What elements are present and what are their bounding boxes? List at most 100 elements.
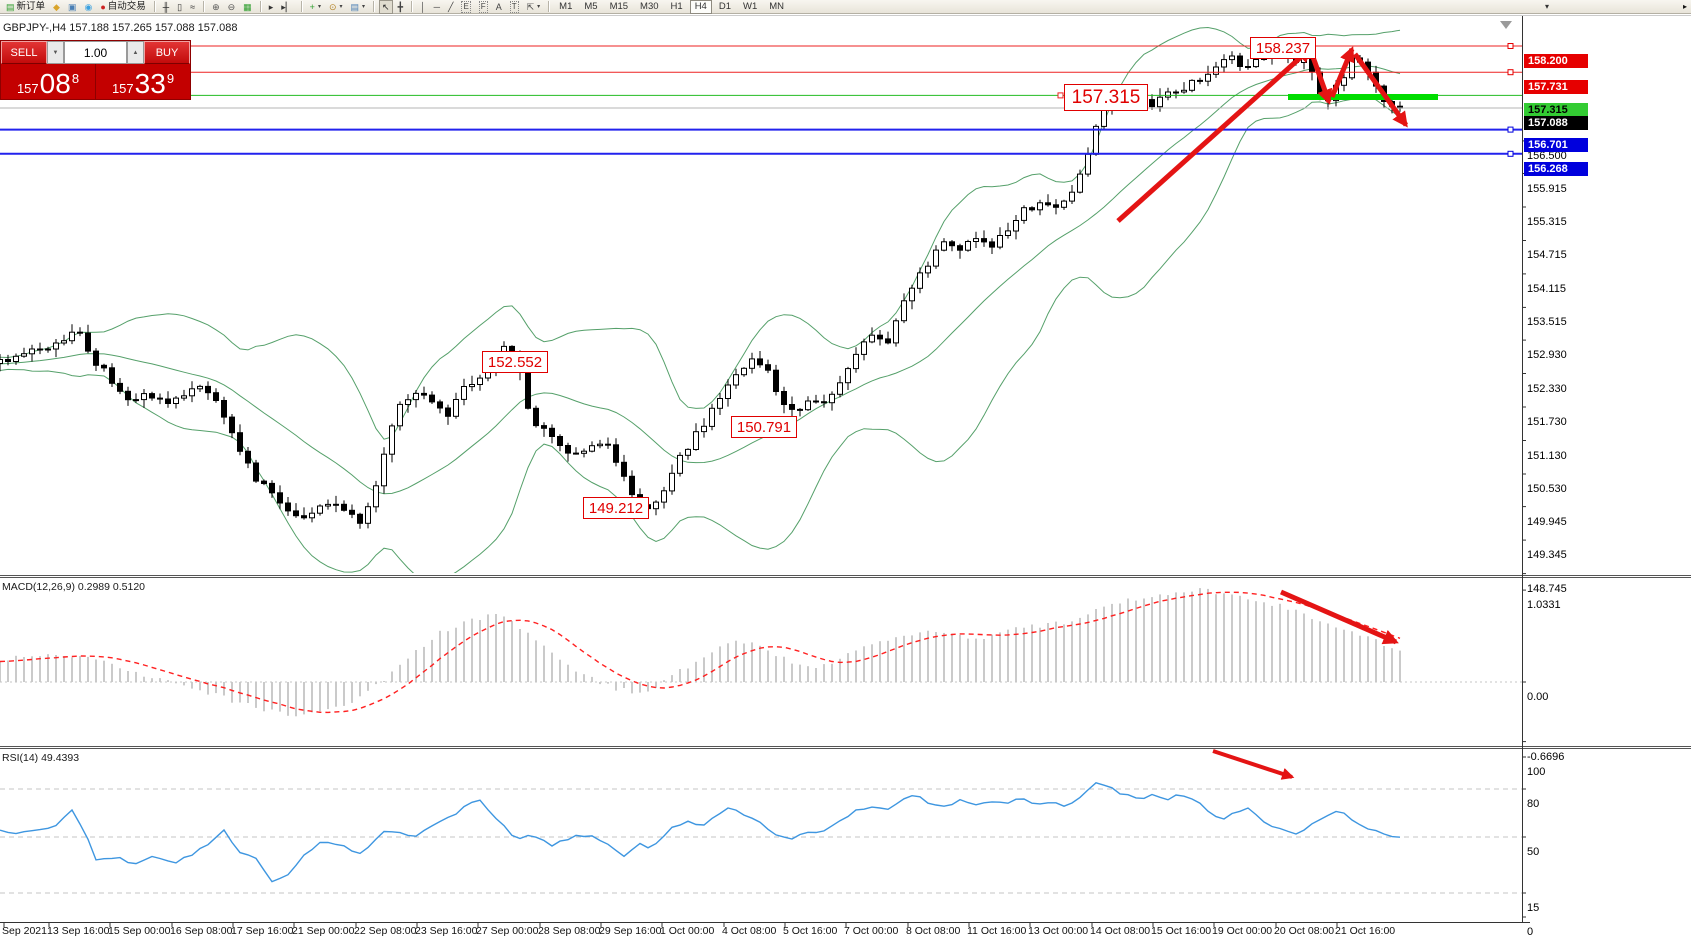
rsi-trend-arrow[interactable] <box>1212 749 1295 780</box>
sell-price-display: 157 08 8 <box>16 68 80 99</box>
chevron-down-icon: ▾ <box>362 3 366 10</box>
price-label-annotation[interactable]: 157.315 <box>1064 84 1148 111</box>
cursor-button[interactable]: ↖ <box>379 0 393 14</box>
indicators-icon: + <box>309 1 315 12</box>
chart-canvas[interactable] <box>0 15 1691 942</box>
timeframe-d1-button[interactable]: D1 <box>718 0 731 12</box>
arrow-object-icon: ⇱ <box>526 1 535 12</box>
timeframe-m15-button[interactable]: M15 <box>609 0 629 12</box>
price-tick-label: 149.345 <box>1527 549 1567 561</box>
time-axis-label: 28 Sep 08:00 <box>538 925 601 937</box>
chart-shift-icon: ▸▏ <box>281 1 293 12</box>
indicators-button[interactable]: + ▾ <box>307 0 324 14</box>
new-order-button[interactable]: ▤ 新订单 <box>3 0 48 14</box>
buy-button[interactable]: BUY <box>144 41 190 64</box>
time-axis-label: 21 Sep 00:00 <box>292 925 355 937</box>
fibonacci-button[interactable]: E <box>458 0 473 14</box>
hline-handle-icon[interactable] <box>1057 92 1064 99</box>
candle-chart-button[interactable]: ▯ <box>174 0 185 14</box>
crosshair-button[interactable]: ╋ <box>395 0 406 14</box>
templates-button[interactable]: ▤ ▾ <box>348 0 369 14</box>
line-chart-icon: ≈ <box>190 1 196 12</box>
periods-button[interactable]: ⊙ ▾ <box>326 0 346 14</box>
experts-button[interactable]: ▣ <box>65 0 80 14</box>
time-axis-label: 17 Sep 16:00 <box>231 925 294 937</box>
toolbar-more-icon[interactable]: ▸ <box>1682 2 1687 11</box>
sell-button[interactable]: SELL <box>1 41 47 64</box>
price-badge-156.268: 156.268 <box>1524 162 1588 176</box>
text-label-button[interactable]: T <box>507 0 522 14</box>
notifications-button[interactable]: ◉ <box>81 0 95 14</box>
time-axis-label: 29 Sep 16:00 <box>599 925 662 937</box>
arrows-button[interactable]: ⇱ ▾ <box>524 0 544 14</box>
rsi-axis-label: 0 <box>1527 926 1534 938</box>
rsi-indicator-label: RSI(14) 49.4393 <box>2 752 80 764</box>
auto-scroll-button[interactable]: ▸ <box>266 0 277 14</box>
toolbar-separator <box>411 1 413 12</box>
chart-shift-marker-icon[interactable] <box>1500 21 1512 29</box>
vertical-line-button[interactable]: │ <box>417 0 429 14</box>
macd-arrow[interactable] <box>1280 589 1399 645</box>
toolbar: ▤ 新订单 ◆ ▣ ◉ ● 自动交易 ╫ ▯ ≈ ⊕ ⊖ ▦ ▸ ▸▏ + ▾ ⊙ ▾ ▤ ▾ ↖ ╋ │ ─ ╱ E F A T ⇱ ▾ M1… <box>0 0 1691 14</box>
chevron-down-icon: ▾ <box>537 3 541 10</box>
tile-windows-button[interactable]: ▦ <box>240 0 255 14</box>
rsi-line <box>0 782 1401 883</box>
line-chart-button[interactable]: ≈ <box>187 0 198 14</box>
trend-arrow[interactable] <box>1310 56 1333 105</box>
zoom-in-button[interactable]: ⊕ <box>209 0 223 14</box>
trend-arrow[interactable] <box>1352 52 1409 128</box>
channel-button[interactable]: F <box>476 0 491 14</box>
volume-increase-button[interactable]: ▲ <box>127 41 144 64</box>
price-label-annotation[interactable]: 149.212 <box>583 497 649 519</box>
fibonacci-icon: E <box>461 0 471 13</box>
panel-borders <box>0 15 1691 923</box>
price-tick-label: 149.945 <box>1527 516 1567 528</box>
price-badge-158.200: 158.200 <box>1524 54 1588 68</box>
trend-arrow[interactable] <box>1329 46 1355 98</box>
autotrading-button[interactable]: ● 自动交易 <box>97 0 148 14</box>
price-badge-157.088: 157.088 <box>1524 116 1588 130</box>
trend-arrows[interactable] <box>1116 46 1409 223</box>
rsi-arrow[interactable] <box>1212 749 1295 780</box>
trendline-button[interactable]: ╱ <box>445 0 456 14</box>
toolbar-overflow-icon[interactable]: ▾ <box>1544 2 1549 11</box>
price-label-annotation[interactable]: 150.791 <box>731 416 797 438</box>
vertical-line-icon: │ <box>420 1 426 12</box>
timeframe-w1-button[interactable]: W1 <box>743 0 758 12</box>
volume-decrease-button[interactable]: ▼ <box>47 41 64 64</box>
hline-handle-icon[interactable] <box>1507 150 1514 157</box>
horizontal-line-button[interactable]: ─ <box>431 0 443 14</box>
bar-chart-button[interactable]: ╫ <box>160 0 172 14</box>
timeframe-h1-button[interactable]: H1 <box>670 0 683 12</box>
timeframe-m1-button[interactable]: M1 <box>559 0 573 12</box>
auto-scroll-icon: ▸ <box>268 1 274 12</box>
hline-handle-icon[interactable] <box>1507 43 1514 49</box>
price-tick-label: 151.730 <box>1527 416 1567 428</box>
price-label-annotation[interactable]: 152.552 <box>482 351 548 373</box>
text-button[interactable]: A <box>493 0 505 14</box>
rsi-axis-label: 50 <box>1527 846 1540 858</box>
timeframe-m5-button[interactable]: M5 <box>584 0 598 12</box>
zoom-out-button[interactable]: ⊖ <box>225 0 239 14</box>
trend-arrow[interactable] <box>1116 46 1313 223</box>
hline-handle-icon[interactable] <box>1507 126 1514 133</box>
time-axis-label: 4 Oct 08:00 <box>722 925 777 937</box>
price-badge-157.315: 157.315 <box>1524 103 1588 117</box>
price-tick-label: 152.330 <box>1527 383 1567 395</box>
hline-handle-icon[interactable] <box>1507 69 1514 76</box>
macd-trend-arrow[interactable] <box>1280 589 1399 645</box>
macd-axis-label: -0.6696 <box>1527 751 1565 763</box>
horizontal-line-objects[interactable] <box>0 43 1522 157</box>
time-axis-label: 8 Oct 08:00 <box>906 925 961 937</box>
timeframe-h4-button[interactable]: H4 <box>689 0 712 14</box>
time-axis-label: 7 Oct 00:00 <box>844 925 899 937</box>
styler-button[interactable]: ◆ <box>50 0 63 14</box>
time-axis-label: 20 Oct 08:00 <box>1274 925 1335 937</box>
rsi-axis-label: 100 <box>1527 766 1546 778</box>
price-label-annotation[interactable]: 158.237 <box>1250 37 1316 59</box>
timeframe-mn-button[interactable]: MN <box>769 0 785 12</box>
chart-shift-button[interactable]: ▸▏ <box>278 0 295 14</box>
timeframe-m30-button[interactable]: M30 <box>640 0 659 12</box>
volume-input[interactable] <box>64 41 127 64</box>
